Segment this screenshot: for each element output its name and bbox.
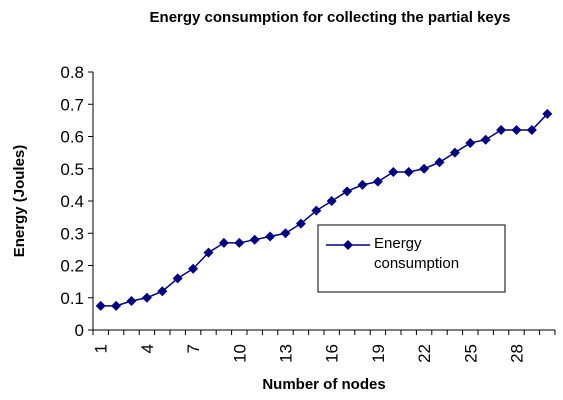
y-tick-label: 0.7 [60, 95, 84, 114]
point-marker [526, 125, 537, 136]
y-tick-label: 0 [75, 321, 84, 340]
x-tick-label: 25 [461, 344, 480, 363]
legend-label-box: Energy consumption [374, 235, 460, 272]
point-marker [372, 176, 383, 187]
y-axis-title: Energy (Joules) [11, 145, 28, 258]
point-marker [265, 231, 276, 242]
x-tick-label: 16 [323, 344, 342, 363]
x-tick-label: 28 [508, 344, 527, 363]
point-marker [157, 286, 168, 297]
legend-box [317, 224, 506, 293]
x-tick-label: 22 [415, 344, 434, 363]
x-tick-label: 7 [184, 344, 203, 353]
point-marker [95, 300, 106, 311]
y-tick-label: 0.2 [60, 257, 84, 276]
point-marker [141, 292, 152, 303]
legend-marker [343, 240, 353, 250]
y-tick-label: 0.4 [60, 192, 84, 211]
point-marker [311, 205, 322, 216]
chart-title: Energy consumption for collecting the pa… [149, 9, 511, 26]
x-tick-label: 1 [92, 344, 111, 353]
point-marker [542, 108, 553, 119]
y-tick-label: 0.3 [60, 224, 84, 243]
point-marker [234, 237, 245, 248]
point-marker [188, 263, 199, 274]
point-marker [172, 273, 183, 284]
point-marker [496, 125, 507, 136]
x-tick-label: 10 [230, 344, 249, 363]
point-marker [419, 163, 430, 174]
y-tick-label: 0.5 [60, 160, 84, 179]
point-marker [111, 300, 122, 311]
x-axis-title: Number of nodes [262, 376, 385, 393]
point-marker [280, 228, 291, 239]
point-marker [511, 125, 522, 136]
y-tick-label: 0.6 [60, 128, 84, 147]
point-marker [434, 157, 445, 168]
y-tick-label: 0.1 [60, 289, 84, 308]
legend-label: Energy consumption [374, 235, 460, 272]
point-marker [342, 186, 353, 197]
point-marker [465, 137, 476, 148]
point-marker [249, 234, 260, 245]
point-marker [126, 295, 137, 306]
point-marker [388, 166, 399, 177]
x-tick-label: 13 [277, 344, 296, 363]
point-marker [480, 134, 491, 145]
point-marker [357, 179, 368, 190]
point-marker [203, 247, 214, 258]
point-marker [218, 237, 229, 248]
x-tick-label: 19 [369, 344, 388, 363]
point-marker [326, 196, 337, 206]
y-tick-label: 0.8 [60, 63, 84, 82]
point-marker [449, 147, 460, 158]
x-tick-label: 4 [138, 344, 157, 353]
point-marker [403, 166, 414, 177]
point-marker [295, 218, 306, 229]
